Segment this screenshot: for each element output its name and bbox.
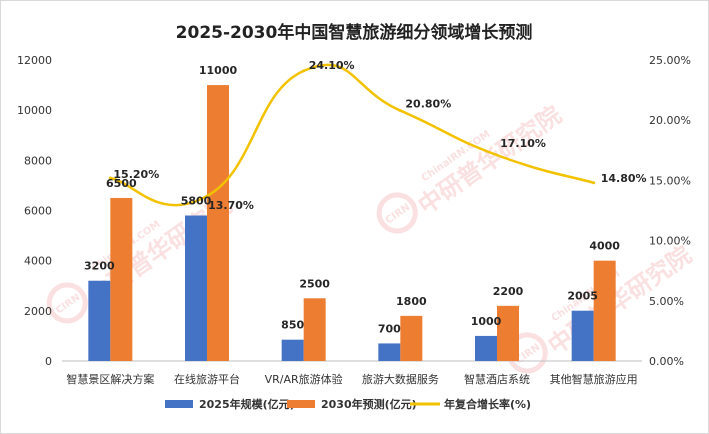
bar <box>185 215 207 361</box>
bar <box>400 315 423 361</box>
bar <box>571 310 594 361</box>
y-tick-label: 2000 <box>24 305 52 318</box>
bar <box>475 335 497 361</box>
watermark-brand: 中研普华研究院 <box>413 101 567 220</box>
x-tick-label: 其他智慧旅游应用 <box>550 372 638 386</box>
data-labels: 3200 6500 5800 11000 850 2500 700 1800 1000 2200 2… <box>84 59 647 336</box>
growth-line-series <box>108 63 596 207</box>
growth-point <box>302 69 306 73</box>
y2-tick-label: 5.00% <box>649 295 684 308</box>
bar-series <box>88 85 616 361</box>
legend-swatch <box>287 400 315 408</box>
y-tick-label: 4000 <box>24 255 52 268</box>
y2-tick-label: 20.00% <box>649 114 691 127</box>
legend: 2025年规模(亿元) 2030年预测(亿元) 年复合增长率(%) <box>165 397 531 411</box>
bar <box>281 339 304 361</box>
y-axis-right: 0.00% 5.00% 10.00% 15.00% 20.00% 25.00% <box>649 54 691 368</box>
growth-line <box>110 63 595 207</box>
legend-label: 年复合增长率(%) <box>444 397 531 411</box>
bar-value-label: 2200 <box>493 285 524 298</box>
line-value-label: 14.80% <box>601 172 647 185</box>
watermark-logo-text: CIRN <box>384 202 413 227</box>
bar-value-label: 1000 <box>471 315 502 328</box>
bar-value-label: 850 <box>281 319 304 332</box>
line-value-label: 24.10% <box>309 59 355 72</box>
legend-label: 2025年规模(亿元) <box>199 397 295 411</box>
watermark-logo <box>46 282 88 324</box>
line-value-label: 15.20% <box>113 168 159 181</box>
bar <box>303 298 326 361</box>
line-value-label: 17.10% <box>500 137 546 150</box>
legend-label: 2030年预测(亿元) <box>321 397 417 411</box>
x-axis-categories: 智慧景区解决方案 在线旅游平台 VR/AR旅游体验 旅游大数据服务 智慧酒店系统 其他智慧… <box>66 372 637 386</box>
bar <box>593 260 616 361</box>
y-tick-label: 10000 <box>17 104 52 117</box>
x-tick-label: 智慧景区解决方案 <box>66 372 154 386</box>
growth-point <box>108 176 112 180</box>
x-tick-label: 智慧酒店系统 <box>464 372 530 386</box>
y-tick-label: 12000 <box>17 54 52 67</box>
x-tick-label: 旅游大数据服务 <box>362 372 439 386</box>
bar <box>88 280 111 361</box>
y-tick-label: 0 <box>45 355 52 368</box>
bar <box>497 305 519 361</box>
bar-value-label: 3200 <box>84 260 115 273</box>
y2-tick-label: 25.00% <box>649 54 691 67</box>
line-value-label: 13.70% <box>208 199 254 212</box>
y2-tick-label: 15.00% <box>649 174 691 187</box>
x-tick-label: 在线旅游平台 <box>174 372 240 386</box>
y-tick-label: 8000 <box>24 154 52 167</box>
bar-value-label: 5800 <box>181 195 212 208</box>
chart-title: 2025-2030年中国智慧旅游细分领域增长预测 <box>176 22 533 43</box>
watermark-logo-text: CIRN <box>54 292 83 317</box>
legend-swatch <box>165 400 193 408</box>
growth-point <box>205 194 209 198</box>
x-tick-label: VR/AR旅游体验 <box>265 372 343 386</box>
bar <box>207 85 229 361</box>
y2-tick-label: 10.00% <box>649 235 691 248</box>
growth-point <box>398 109 402 113</box>
bar-value-label: 2500 <box>299 277 330 290</box>
bar <box>110 197 133 361</box>
bar <box>378 343 401 361</box>
bar-value-label: 4000 <box>589 240 620 253</box>
bar-value-label: 700 <box>378 322 401 335</box>
growth-point <box>495 153 499 157</box>
y-axis-left: 0 2000 4000 6000 8000 10000 12000 <box>17 54 52 368</box>
watermark-logo <box>376 192 418 234</box>
y2-tick-label: 0.00% <box>649 355 684 368</box>
bar-value-label: 11000 <box>199 64 238 77</box>
line-value-label: 20.80% <box>405 98 451 111</box>
growth-point <box>592 181 596 185</box>
y-tick-label: 6000 <box>24 205 52 218</box>
bar-value-label: 1800 <box>396 295 427 308</box>
bar-value-label: 6500 <box>106 177 137 190</box>
bar-value-label: 2005 <box>567 290 598 303</box>
